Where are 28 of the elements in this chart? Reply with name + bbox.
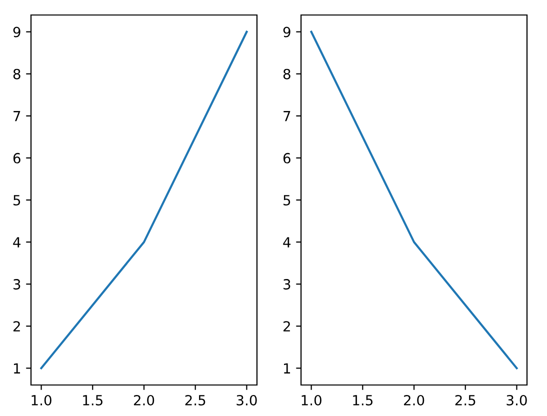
y-tick-label: 6 — [283, 152, 290, 164]
x-tick-label: 2.0 — [134, 394, 154, 406]
x-tick-label: 2.5 — [185, 394, 206, 406]
x-tick-label: 2.0 — [404, 394, 424, 406]
x-tick-label: 1.5 — [83, 395, 102, 406]
y-tick-label: 9 — [283, 26, 290, 38]
x-tick-label: 1.5 — [353, 395, 372, 406]
y-tick-label: 4 — [283, 237, 291, 248]
y-tick-label: 6 — [13, 152, 20, 164]
y-tick-label: 8 — [13, 68, 20, 80]
y-tick-label: 1 — [14, 363, 20, 374]
y-tick-label: 7 — [284, 111, 290, 122]
y-tick-label: 2 — [13, 321, 20, 332]
y-tick-label: 4 — [13, 237, 20, 248]
y-tick-label: 5 — [284, 195, 290, 206]
x-tick-label: 1.0 — [32, 394, 52, 406]
y-tick-label: 8 — [283, 68, 290, 80]
x-tick-label: 3.0 — [506, 394, 527, 406]
x-tick-label: 1.0 — [302, 394, 322, 406]
y-tick-label: 3 — [284, 279, 290, 290]
x-tick-label: 2.5 — [455, 394, 476, 406]
y-tick-label: 9 — [13, 26, 20, 38]
y-tick-label: 2 — [283, 321, 290, 332]
x-tick-label: 3.0 — [236, 394, 257, 406]
y-tick-label: 5 — [14, 195, 20, 206]
y-tick-label: 3 — [14, 279, 20, 290]
y-tick-label: 7 — [14, 111, 20, 122]
y-tick-label: 1 — [284, 363, 290, 374]
